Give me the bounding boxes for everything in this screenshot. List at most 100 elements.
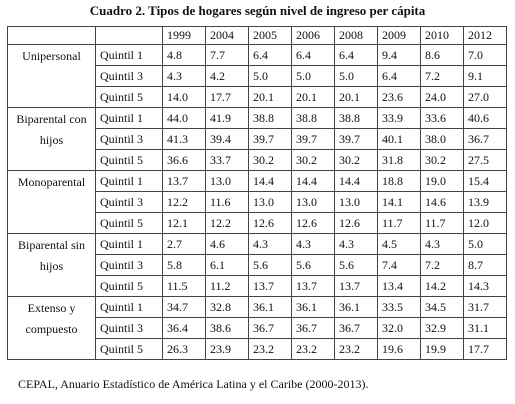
value-cell: 33.9 <box>377 107 421 129</box>
value-cell: 32.8 <box>205 296 249 318</box>
year-header: 2010 <box>420 26 464 45</box>
value-cell: 17.7 <box>205 86 249 108</box>
row-label: Quintil 1 <box>95 44 163 66</box>
value-cell: 19.6 <box>377 338 421 360</box>
value-cell: 6.4 <box>291 44 335 66</box>
value-cell: 12.2 <box>162 191 206 213</box>
value-cell: 23.2 <box>334 338 378 360</box>
value-cell: 23.2 <box>248 338 292 360</box>
row-label: Quintil 3 <box>95 317 163 339</box>
value-cell: 11.7 <box>377 212 421 234</box>
value-cell: 5.0 <box>334 65 378 87</box>
value-cell: 36.7 <box>291 317 335 339</box>
value-cell: 27.5 <box>463 149 507 171</box>
value-cell: 12.6 <box>334 212 378 234</box>
value-cell: 18.8 <box>377 170 421 192</box>
data-row: Quintil 5 12.1 12.2 12.6 12.6 12.6 11.7 11.7 12.… <box>8 212 507 234</box>
value-cell: 4.6 <box>205 233 249 255</box>
value-cell: 4.5 <box>377 233 421 255</box>
value-cell: 36.7 <box>463 128 507 150</box>
value-cell: 7.0 <box>463 44 507 66</box>
value-cell: 4.8 <box>162 44 206 66</box>
value-cell: 5.8 <box>162 254 206 276</box>
value-cell: 23.6 <box>377 86 421 108</box>
value-cell: 41.9 <box>205 107 249 129</box>
row-label: Quintil 1 <box>95 107 163 129</box>
value-cell: 36.6 <box>162 149 206 171</box>
value-cell: 19.0 <box>420 170 464 192</box>
value-cell: 14.1 <box>377 191 421 213</box>
value-cell: 13.7 <box>291 275 335 297</box>
group-label: Extenso y compuesto <box>7 296 96 360</box>
value-cell: 14.4 <box>291 170 335 192</box>
value-cell: 12.6 <box>248 212 292 234</box>
value-cell: 31.7 <box>463 296 507 318</box>
group-label: Monoparental <box>7 170 96 234</box>
value-cell: 13.7 <box>334 275 378 297</box>
value-cell: 38.0 <box>420 128 464 150</box>
header-row: 1999 2004 2005 2006 2008 2009 2010 2012 <box>7 26 507 45</box>
value-cell: 5.0 <box>463 233 507 255</box>
value-cell: 23.2 <box>291 338 335 360</box>
value-cell: 24.0 <box>420 86 464 108</box>
value-cell: 39.7 <box>334 128 378 150</box>
year-header: 1999 <box>162 26 206 45</box>
value-cell: 14.3 <box>463 275 507 297</box>
value-cell: 5.0 <box>291 65 335 87</box>
row-label: Quintil 3 <box>95 128 163 150</box>
value-cell: 12.0 <box>463 212 507 234</box>
data-row: Biparental con hijos Quintil 1 44.0 41.9 38.… <box>7 107 507 171</box>
data-row: Monoparental Quintil 1 13.7 13.0 14.4 14.4 14.… <box>7 170 507 234</box>
data-row: Unipersonal Quintil 1 4.8 7.7 6.4 6.4 6.4 9.4 8.… <box>7 44 507 108</box>
value-cell: 30.2 <box>291 149 335 171</box>
value-cell: 4.3 <box>334 233 378 255</box>
row-label: Quintil 1 <box>95 296 163 318</box>
year-header: 2004 <box>205 26 249 45</box>
empty-cell <box>7 26 96 45</box>
group-label: Biparental sin hijos <box>7 233 96 297</box>
value-cell: 17.7 <box>463 338 507 360</box>
value-cell: 12.2 <box>205 212 249 234</box>
value-cell: 36.7 <box>248 317 292 339</box>
data-row: Quintil 5 14.0 17.7 20.1 20.1 20.1 23.6 24.0 27.… <box>8 86 507 108</box>
row-label: Quintil 1 <box>95 233 163 255</box>
value-cell: 6.4 <box>248 44 292 66</box>
row-label: Quintil 3 <box>95 65 163 87</box>
value-cell: 12.1 <box>162 212 206 234</box>
value-cell: 36.1 <box>334 296 378 318</box>
value-cell: 33.6 <box>420 107 464 129</box>
value-cell: 36.1 <box>291 296 335 318</box>
data-row: Quintil 3 36.4 38.6 36.7 36.7 36.7 32.0 32.9 31.… <box>8 317 507 339</box>
value-cell: 13.0 <box>334 191 378 213</box>
empty-cell <box>95 26 163 45</box>
year-header: 2008 <box>334 26 378 45</box>
value-cell: 19.9 <box>420 338 464 360</box>
data-table: 1999 2004 2005 2006 2008 2009 2010 2012 Uniperso… <box>7 26 507 360</box>
value-cell: 7.4 <box>377 254 421 276</box>
value-cell: 8.6 <box>420 44 464 66</box>
value-cell: 6.4 <box>377 65 421 87</box>
group-label: Unipersonal <box>7 44 96 108</box>
value-cell: 7.7 <box>205 44 249 66</box>
value-cell: 38.8 <box>248 107 292 129</box>
value-cell: 32.0 <box>377 317 421 339</box>
value-cell: 7.2 <box>420 65 464 87</box>
data-row: Biparental sin hijos Quintil 1 2.7 4.6 4.3 4.… <box>7 233 507 297</box>
value-cell: 5.6 <box>291 254 335 276</box>
year-header: 2005 <box>248 26 292 45</box>
value-cell: 23.9 <box>205 338 249 360</box>
data-row: Quintil 5 26.3 23.9 23.2 23.2 23.2 19.6 19.9 17.… <box>8 338 507 360</box>
value-cell: 5.0 <box>248 65 292 87</box>
source-note: CEPAL, Anuario Estadístico de América La… <box>18 377 369 391</box>
value-cell: 4.3 <box>162 65 206 87</box>
value-cell: 6.4 <box>334 44 378 66</box>
value-cell: 14.6 <box>420 191 464 213</box>
value-cell: 11.6 <box>205 191 249 213</box>
data-row: Quintil 3 4.3 4.2 5.0 5.0 5.0 6.4 7.2 9.1 <box>8 65 507 87</box>
row-label: Quintil 5 <box>95 149 163 171</box>
value-cell: 27.0 <box>463 86 507 108</box>
value-cell: 31.1 <box>463 317 507 339</box>
row-label: Quintil 5 <box>95 275 163 297</box>
value-cell: 39.7 <box>248 128 292 150</box>
